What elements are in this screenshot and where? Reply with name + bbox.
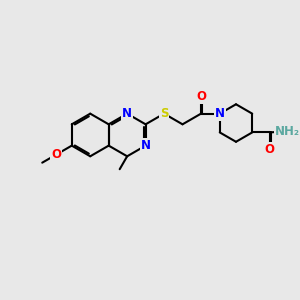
Text: O: O <box>265 143 275 156</box>
Text: N: N <box>141 139 151 152</box>
Text: NH₂: NH₂ <box>275 125 300 138</box>
Text: N: N <box>215 107 225 120</box>
Text: O: O <box>51 148 61 161</box>
Text: S: S <box>160 107 168 120</box>
Text: O: O <box>196 90 206 103</box>
Text: N: N <box>122 107 132 120</box>
